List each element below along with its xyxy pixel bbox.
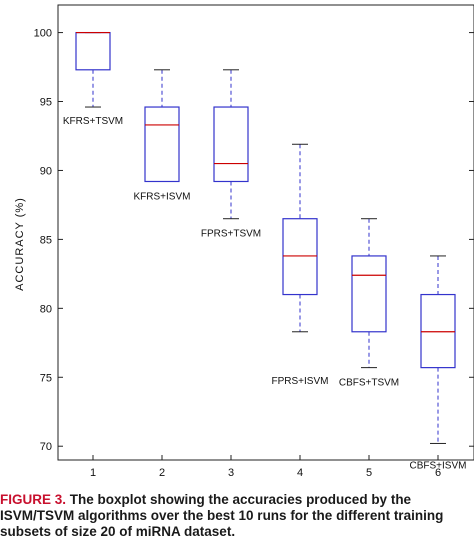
box (213, 106, 249, 183)
x-tick-label: 5 (366, 467, 372, 479)
y-tick-label: 80 (40, 303, 52, 315)
box-label: KFRS+TSVM (63, 116, 123, 127)
boxes (75, 31, 456, 444)
plot-area (57, 4, 474, 461)
y-tick-label: 95 (40, 97, 52, 109)
y-tick-label: 85 (40, 234, 52, 246)
box (351, 255, 387, 333)
boxplot-chart: 70 75 80 85 90 95 100 1 2 3 4 5 6 KFRS+TSVM KFRS+ISV… (34, 4, 474, 479)
y-axis-ticks: 70 75 80 85 90 95 100 (34, 28, 474, 453)
box-label: FPRS+TSVM (201, 229, 261, 240)
caption-line-3: subsets of size 20 of miRNA dataset. (0, 524, 236, 539)
caption-line-2: ISVM/TSVM algorithms over the best 10 ru… (0, 508, 444, 523)
caption-figure-label: FIGURE 3. (0, 492, 67, 507)
box (282, 218, 318, 296)
y-tick-label: 100 (34, 28, 52, 40)
x-tick-label: 6 (435, 467, 441, 479)
y-tick-label: 75 (40, 372, 52, 384)
box-label: FPRS+ISVM (272, 376, 329, 387)
box-label: CBFS+TSVM (339, 378, 399, 389)
box-label: KFRS+ISVM (134, 191, 191, 202)
box-label: CBFS+ISVM (410, 460, 467, 471)
x-axis-ticks: 1 2 3 4 5 6 (90, 455, 441, 479)
caption-line-1: FIGURE 3. The boxplot showing the accura… (0, 492, 474, 508)
box-labels: KFRS+TSVM KFRS+ISVM FPRS+TSVM FPRS+ISVM CBFS… (63, 116, 467, 471)
x-tick-label: 2 (159, 467, 165, 479)
x-tick-label: 4 (297, 467, 303, 479)
x-tick-label: 3 (228, 467, 234, 479)
caption-text-1: The boxplot showing the accuracies produ… (66, 492, 412, 507)
box (420, 293, 456, 369)
y-tick-label: 90 (40, 165, 52, 177)
box (144, 106, 180, 183)
figure-caption: FIGURE 3. The boxplot showing the accura… (0, 492, 474, 540)
y-axis-label: ACCURACY (%) (14, 197, 26, 291)
y-tick-label: 70 (40, 441, 52, 453)
x-tick-label: 1 (90, 467, 96, 479)
